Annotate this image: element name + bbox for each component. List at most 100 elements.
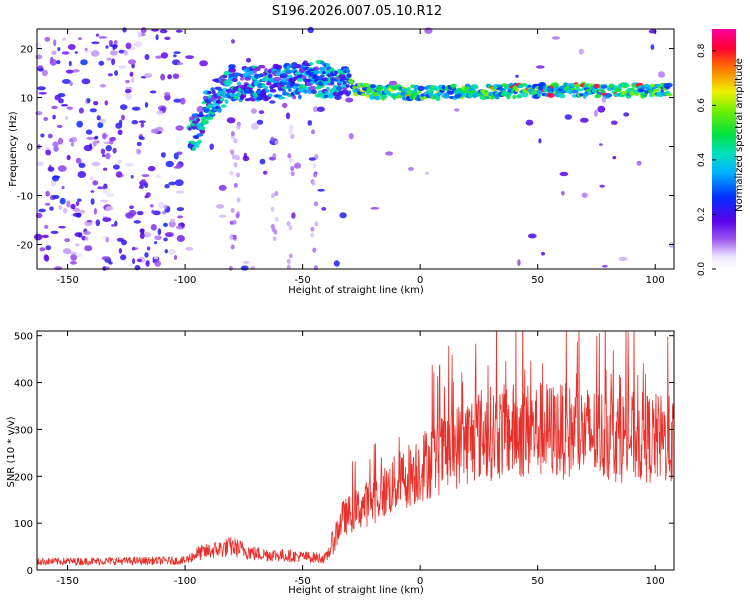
heatmap-cell <box>150 128 160 134</box>
colorbar-tick-label: 0.4 <box>697 152 707 167</box>
heatmap-cell <box>115 122 123 129</box>
heatmap-cell <box>313 265 318 271</box>
heatmap-cell <box>105 152 111 160</box>
heatmap-cell <box>57 165 67 172</box>
heatmap-cell <box>577 88 584 92</box>
heatmap-cell <box>270 224 275 229</box>
heatmap-cell <box>173 51 181 54</box>
heatmap-cell <box>324 90 329 96</box>
heatmap-cell <box>288 88 292 92</box>
heatmap-cell <box>93 140 97 147</box>
heatmap-cell <box>227 95 232 99</box>
heatmap-cell <box>89 176 94 181</box>
heatmap-cell <box>246 57 251 63</box>
heatmap-cell <box>285 112 291 120</box>
heatmap-cell <box>230 131 235 137</box>
heatmap-cell <box>51 50 57 56</box>
heatmap-cell <box>150 224 157 231</box>
heatmap-cell <box>233 162 238 168</box>
heatmap-cell <box>230 244 235 250</box>
heatmap-cell <box>70 141 75 147</box>
heatmap-cell <box>111 224 116 227</box>
snr-xlabel: Height of straight line (km) <box>288 585 424 596</box>
heatmap-cell <box>291 212 296 219</box>
heatmap-cell <box>441 84 446 90</box>
heatmap-cell <box>355 88 361 92</box>
heatmap-cell <box>138 185 144 189</box>
heatmap-cell <box>80 59 88 66</box>
heatmap-cell <box>516 93 523 99</box>
heatmap-cell <box>333 260 340 267</box>
heatmap-cell <box>522 92 529 98</box>
heatmap-cell <box>173 54 177 58</box>
heatmap-cell <box>145 260 150 267</box>
heatmap-cell <box>559 171 569 177</box>
heatmap-cell <box>79 209 86 214</box>
heatmap-cell <box>84 245 93 252</box>
heatmap-cell <box>313 69 320 75</box>
heatmap-cell <box>209 143 214 150</box>
heatmap-cell <box>75 157 82 164</box>
heatmap-cell <box>105 45 109 49</box>
heatmap-cell <box>43 254 49 261</box>
heatmap-cell <box>56 124 63 128</box>
heatmap-cell <box>89 108 97 113</box>
heatmap-cell <box>75 252 83 258</box>
heatmap-cell <box>158 201 164 209</box>
heatmap-cell <box>53 146 59 152</box>
heatmap-cell <box>44 36 51 42</box>
heatmap-cell <box>258 110 265 114</box>
heatmap-cell <box>115 171 123 178</box>
heatmap-cell <box>274 191 279 197</box>
x-tick-label: 0 <box>417 576 423 587</box>
x-tick-label: 100 <box>646 275 665 286</box>
heatmap-cell <box>52 194 60 200</box>
heatmap-cell <box>94 135 99 140</box>
heatmap-cell <box>236 197 241 203</box>
heatmap-cell <box>69 251 77 255</box>
heatmap-cell <box>180 97 186 105</box>
heatmap-cell <box>164 92 171 96</box>
heatmap-cell <box>129 71 134 77</box>
heatmap-cell <box>295 63 302 69</box>
heatmap-cell <box>155 55 163 59</box>
heatmap-cell <box>219 97 225 102</box>
heatmap-cell <box>274 216 279 222</box>
heatmap-cell <box>114 70 119 76</box>
heatmap-cell <box>621 83 630 88</box>
heatmap-cell <box>176 235 185 242</box>
heatmap-cell <box>648 83 656 88</box>
y-tick-label: 300 <box>14 425 33 436</box>
heatmap-cell <box>192 126 196 130</box>
heatmap-cell <box>102 235 107 240</box>
heatmap-cell <box>91 41 100 45</box>
heatmap-cell <box>146 246 151 251</box>
heatmap-cell <box>164 36 171 40</box>
heatmap-cell <box>64 238 71 243</box>
heatmap-cell <box>665 82 673 88</box>
heatmap-cell <box>101 256 111 261</box>
heatmap-cell <box>312 106 318 113</box>
heatmap-cell <box>236 124 241 130</box>
heatmap-cell <box>78 107 84 114</box>
heatmap-cell <box>113 40 118 45</box>
heatmap-cell <box>317 188 325 192</box>
heatmap-cell <box>136 148 142 155</box>
heatmap-cell <box>282 102 288 109</box>
snr-frame <box>36 330 675 571</box>
heatmap-cell <box>61 185 65 190</box>
heatmap-cell <box>168 249 176 256</box>
heatmap-cell <box>451 84 456 90</box>
heatmap-cell <box>105 206 114 211</box>
heatmap-cell <box>385 151 394 156</box>
heatmap-cell <box>594 109 598 117</box>
heatmap-cell <box>199 111 204 117</box>
heatmap-cell <box>561 191 565 196</box>
heatmap-cell <box>339 212 347 219</box>
heatmap-cell <box>292 95 297 100</box>
heatmap-cell <box>125 79 130 84</box>
heatmap-cell <box>377 85 384 91</box>
y-tick-label: 100 <box>14 519 33 530</box>
